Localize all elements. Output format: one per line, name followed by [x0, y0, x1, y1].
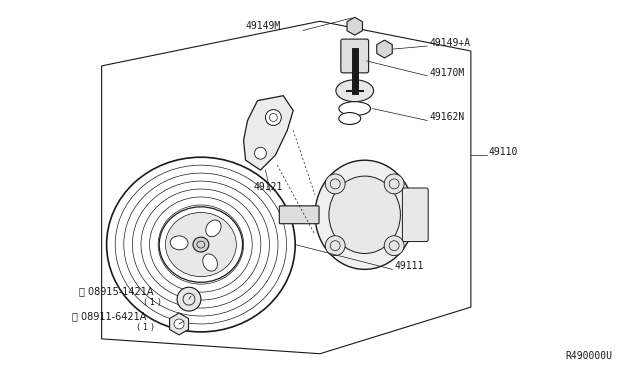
Polygon shape	[244, 96, 293, 170]
FancyBboxPatch shape	[341, 39, 369, 73]
Text: Ⓜ 08915-1421A: Ⓜ 08915-1421A	[79, 286, 153, 296]
Ellipse shape	[206, 220, 221, 237]
Ellipse shape	[170, 236, 188, 250]
Text: 49162N: 49162N	[429, 112, 465, 122]
Ellipse shape	[336, 80, 374, 102]
Circle shape	[325, 174, 345, 194]
Polygon shape	[170, 313, 189, 335]
Ellipse shape	[315, 160, 414, 269]
Ellipse shape	[329, 176, 401, 253]
Circle shape	[384, 174, 404, 194]
Circle shape	[174, 319, 184, 329]
Text: 49149+A: 49149+A	[429, 38, 470, 48]
Circle shape	[177, 287, 201, 311]
Circle shape	[325, 236, 345, 256]
FancyBboxPatch shape	[279, 206, 319, 224]
Ellipse shape	[339, 113, 361, 125]
Polygon shape	[377, 40, 392, 58]
Ellipse shape	[339, 102, 371, 116]
Text: 49110: 49110	[489, 147, 518, 157]
Circle shape	[384, 236, 404, 256]
Ellipse shape	[193, 237, 209, 252]
Text: Ⓝ 08911-6421A: Ⓝ 08911-6421A	[72, 311, 147, 321]
Text: R490000U: R490000U	[566, 351, 612, 361]
Text: 49121: 49121	[253, 182, 283, 192]
Text: 49149M: 49149M	[245, 21, 280, 31]
Text: ( 1 ): ( 1 )	[137, 323, 154, 332]
Circle shape	[255, 147, 266, 159]
Text: ( 1 ): ( 1 )	[144, 298, 161, 307]
Ellipse shape	[166, 212, 236, 277]
Text: 49111: 49111	[394, 262, 424, 271]
Polygon shape	[347, 17, 362, 35]
Circle shape	[266, 110, 282, 125]
Ellipse shape	[203, 254, 218, 271]
Text: 49170M: 49170M	[429, 68, 465, 78]
FancyBboxPatch shape	[403, 188, 428, 241]
